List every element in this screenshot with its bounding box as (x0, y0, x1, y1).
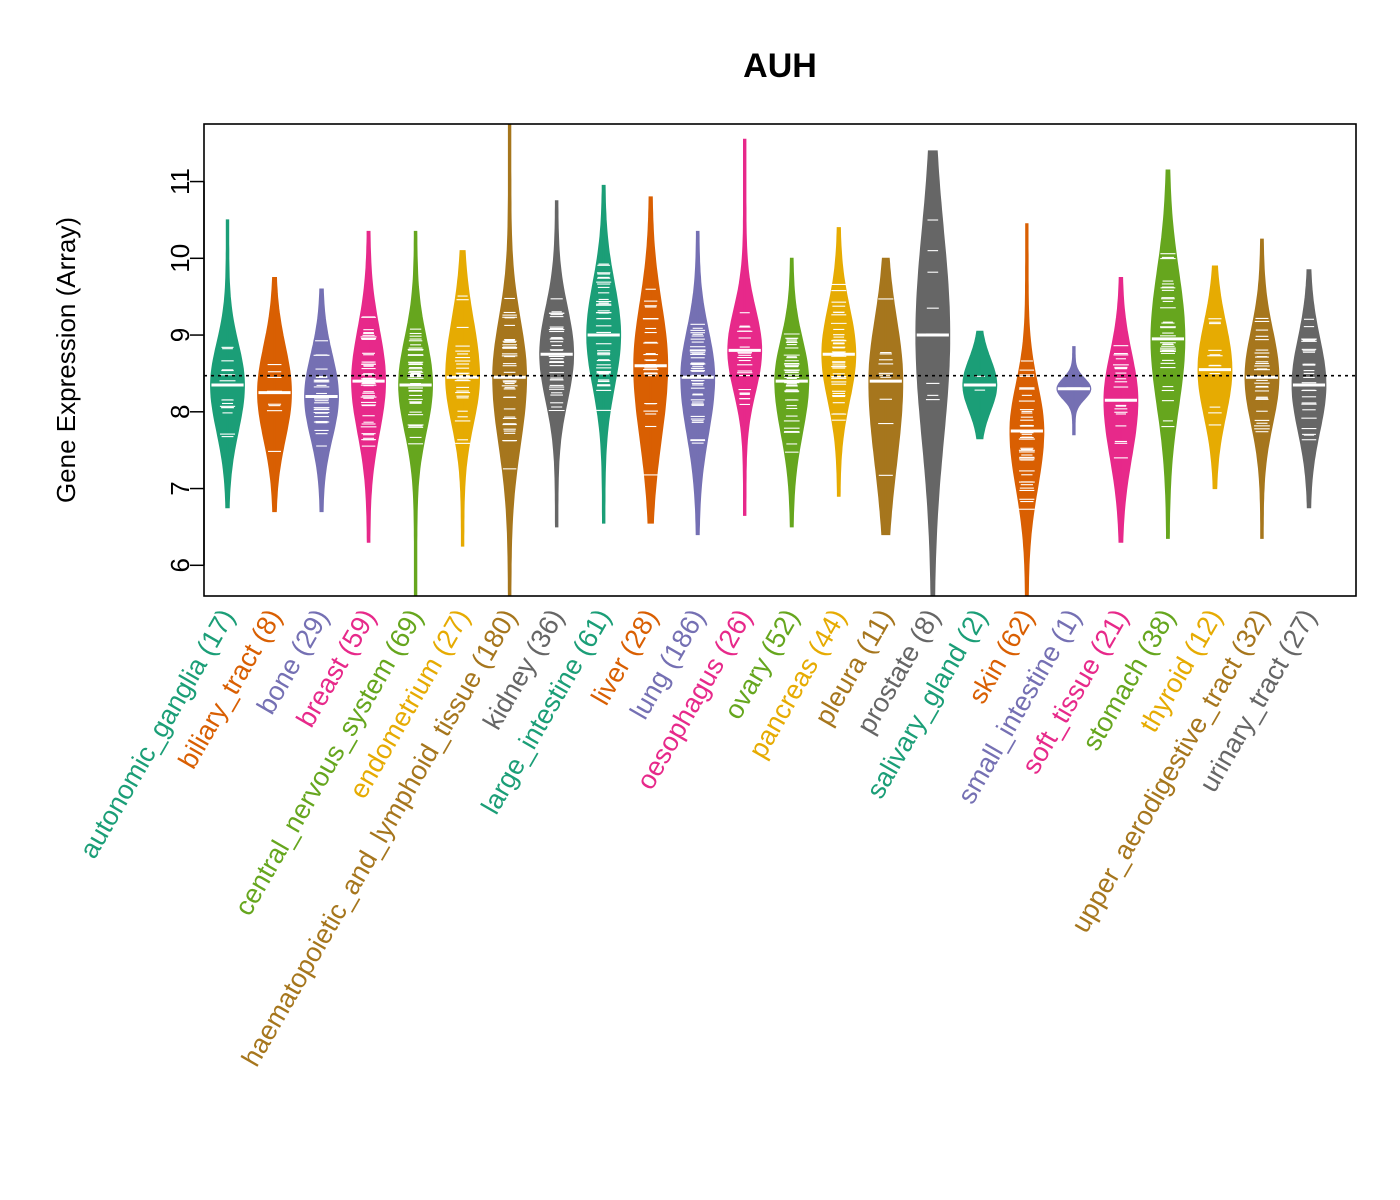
plot-frame (203, 123, 1357, 597)
violin-ovary (774, 257, 810, 528)
y-tick-label: 6 (165, 558, 195, 572)
violin-small_intestine (1056, 346, 1092, 436)
violin-series (210, 123, 1327, 597)
violin-liver (633, 196, 669, 524)
violin-soft_tissue (1103, 277, 1139, 543)
y-axis: 6 7 8 9 10 11 (165, 168, 205, 573)
violin-urinary_tract (1291, 269, 1327, 509)
violin-pleura (868, 257, 904, 536)
violin-upper_aerodigestive_tract (1244, 238, 1280, 539)
violin-breast (351, 230, 387, 543)
violin-stomach (1150, 169, 1186, 539)
violin-prostate (915, 150, 951, 597)
y-axis-label: Gene Expression (Array) (51, 217, 81, 503)
chart-title: AUH (743, 47, 817, 85)
violin-lung (680, 230, 716, 536)
violin-central_nervous_system (398, 230, 434, 597)
violin-kidney (539, 200, 575, 528)
violin-skin (1009, 223, 1045, 597)
violin-autonomic_ganglia (210, 219, 245, 509)
y-tick-label: 11 (165, 168, 195, 195)
violin-biliary_tract (257, 277, 292, 513)
violin-haematopoietic_and_lymphoid_tissue (492, 123, 528, 597)
violin-bone (304, 288, 340, 513)
x-axis-labels: autonomic_ganglia (17)biliary_tract (8)b… (74, 604, 1323, 1071)
violin-endometrium (445, 250, 480, 547)
violin-pancreas (821, 227, 857, 497)
y-tick-label: 9 (165, 328, 195, 342)
violin-thyroid (1197, 265, 1233, 490)
violin-oesophagus (727, 138, 763, 516)
y-tick-label: 8 (165, 405, 195, 419)
violin-salivary_gland (962, 330, 998, 440)
violin-large_intestine (586, 184, 622, 524)
y-tick-label: 7 (165, 481, 195, 495)
y-tick-label: 10 (165, 244, 195, 273)
